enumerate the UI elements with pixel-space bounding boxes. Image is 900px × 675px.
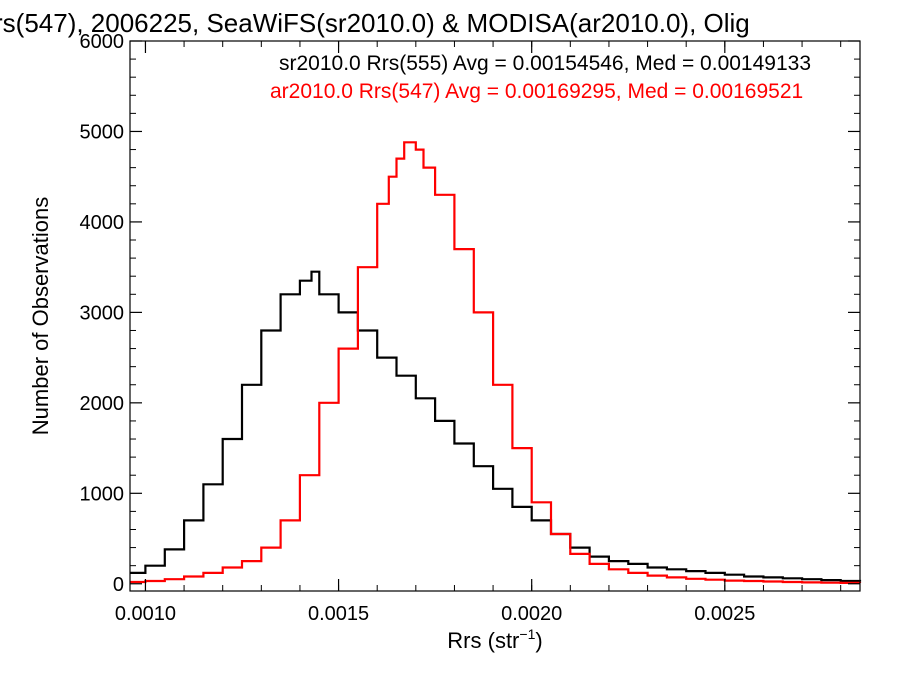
y-tick-label: 1000 xyxy=(80,483,125,505)
chart-title: rs(547), 2006225, SeaWiFS(sr2010.0) & MO… xyxy=(0,8,750,38)
x-axis-label-text: Rrs (str xyxy=(447,628,519,653)
y-axis-label: Number of Observations xyxy=(28,197,53,435)
x-tick-label: 0.0010 xyxy=(115,603,176,625)
y-tick-label: 0 xyxy=(113,574,124,596)
plot-frame xyxy=(129,40,861,592)
series-line-1 xyxy=(130,141,862,584)
y-tick-label: 3000 xyxy=(80,302,125,324)
x-axis-label-close: ) xyxy=(535,628,542,653)
y-tick-label: 4000 xyxy=(80,212,125,234)
series-line-0 xyxy=(130,270,862,583)
x-tick-label: 0.0015 xyxy=(308,603,369,625)
series-layer xyxy=(130,141,862,584)
y-tick-label: 2000 xyxy=(80,393,125,415)
y-tick-label: 5000 xyxy=(80,121,125,143)
red-series-annotation: ar2010.0 Rrs(547) Avg = 0.00169295, Med … xyxy=(270,80,803,103)
ticks-layer: 0.0010 0.0015 0.0020 0.0025 0 1000 2000 3000 400… xyxy=(80,31,860,625)
x-tick-label: 0.0025 xyxy=(694,603,755,625)
x-axis-label-superscript: −1 xyxy=(519,626,535,642)
x-axis-label: Rrs (str−1) xyxy=(447,626,542,653)
y-tick-label: 6000 xyxy=(80,31,125,53)
black-series-annotation: sr2010.0 Rrs(555) Avg = 0.00154546, Med … xyxy=(279,52,811,75)
x-tick-label: 0.0020 xyxy=(501,603,562,625)
